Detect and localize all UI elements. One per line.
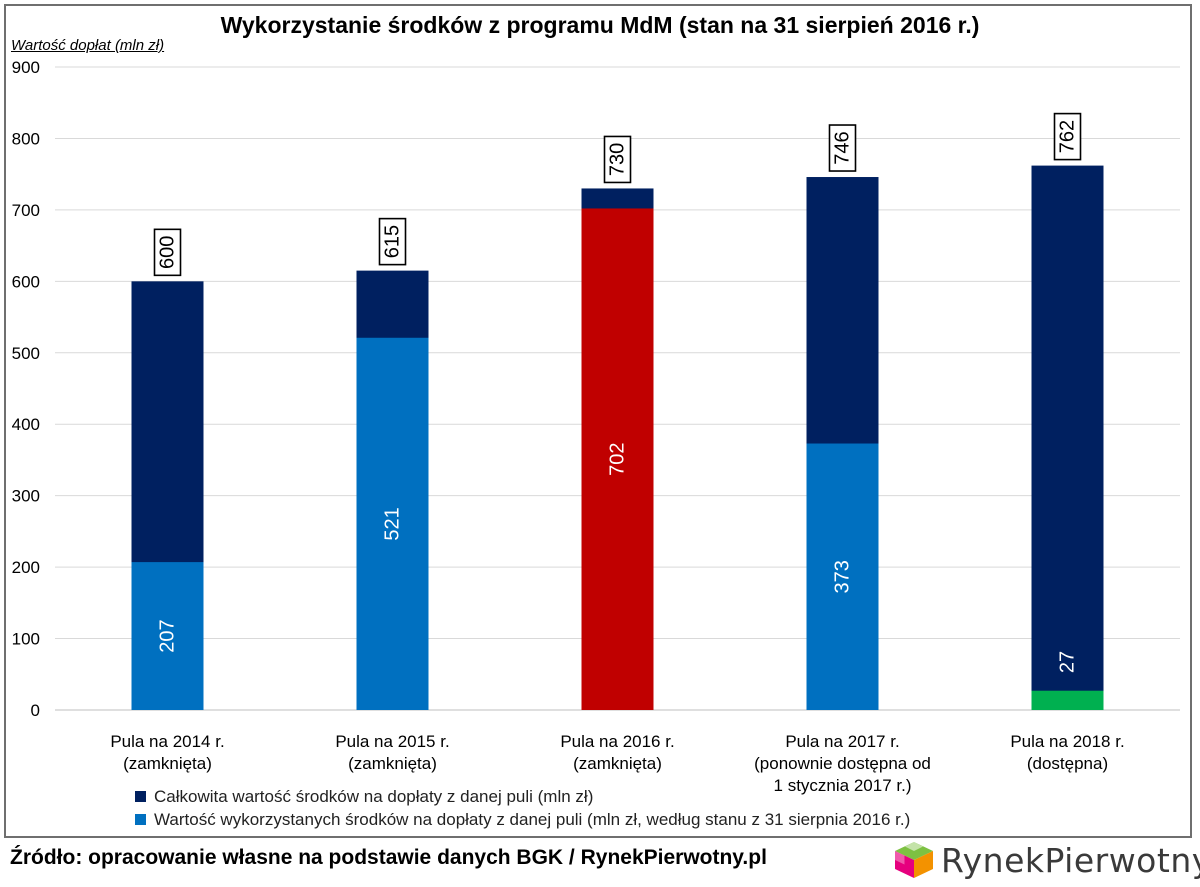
total-label-box — [1053, 112, 1082, 161]
total-label-box — [378, 217, 407, 266]
x-category-label: (zamknięta) — [348, 754, 437, 773]
y-tick-label: 600 — [12, 272, 40, 291]
total-value-label: 615 — [382, 225, 404, 258]
y-tick-label: 800 — [12, 129, 40, 148]
x-category-label: Pula na 2014 r. — [110, 732, 224, 751]
used-value-label: 27 — [1057, 651, 1079, 673]
x-category-label: Pula na 2016 r. — [560, 732, 674, 751]
total-label-box — [828, 124, 857, 172]
total-label-box — [153, 228, 182, 277]
legend-label-used: Wartość wykorzystanych środków na dopłat… — [154, 809, 911, 829]
total-value-label: 746 — [832, 131, 854, 164]
logo: RynekPierwotny — [893, 840, 1200, 880]
legend-item-used: Wartość wykorzystanych środków na dopłat… — [135, 808, 910, 831]
y-tick-label: 300 — [12, 487, 40, 506]
used-value-label: 702 — [607, 443, 629, 476]
total-value-label: 730 — [607, 143, 629, 176]
y-tick-label: 400 — [12, 415, 40, 434]
y-tick-label: 700 — [12, 201, 40, 220]
y-axis-title: Wartość dopłat (mln zł) — [11, 37, 165, 54]
total-label-box — [603, 135, 632, 184]
bar-used — [1031, 690, 1104, 710]
chart-title: Wykorzystanie środków z programu MdM (st… — [220, 12, 980, 38]
x-category-label: (zamknięta) — [123, 754, 212, 773]
legend-swatch-used — [135, 814, 146, 825]
y-tick-label: 100 — [12, 630, 40, 649]
x-category-label: Pula na 2015 r. — [335, 732, 449, 751]
bar-used — [806, 443, 879, 710]
y-tick-label: 900 — [12, 58, 40, 77]
total-value-label: 600 — [157, 236, 179, 269]
used-value-label: 373 — [832, 560, 854, 593]
cube-logo-icon — [895, 842, 933, 878]
bar-total — [1031, 165, 1104, 711]
bar-used — [131, 562, 204, 710]
used-value-label: 207 — [157, 619, 179, 652]
x-category-label: (zamknięta) — [573, 754, 662, 773]
legend-swatch-total — [135, 791, 146, 802]
y-tick-label: 500 — [12, 344, 40, 363]
legend-label-total: Całkowita wartość środków na dopłaty z d… — [154, 786, 594, 806]
legend-item-total: Całkowita wartość środków na dopłaty z d… — [135, 785, 910, 808]
bar-used — [356, 337, 429, 710]
y-tick-label: 200 — [12, 558, 40, 577]
y-tick-label: 0 — [31, 701, 40, 720]
logo-text: RynekPierwotny — [941, 840, 1200, 880]
source-note: Źródło: opracowanie własne na podstawie … — [10, 846, 767, 869]
x-category-label: Pula na 2017 r. — [785, 732, 899, 751]
bar-used — [581, 208, 654, 710]
legend: Całkowita wartość środków na dopłaty z d… — [135, 785, 910, 831]
used-value-label: 521 — [382, 507, 404, 540]
total-value-label: 762 — [1057, 120, 1079, 153]
x-category-label: (dostępna) — [1027, 754, 1108, 773]
x-category-label: 1 stycznia 2017 r.) — [774, 776, 912, 795]
x-category-label: (ponownie dostępna od — [754, 754, 931, 773]
x-category-label: Pula na 2018 r. — [1010, 732, 1124, 751]
